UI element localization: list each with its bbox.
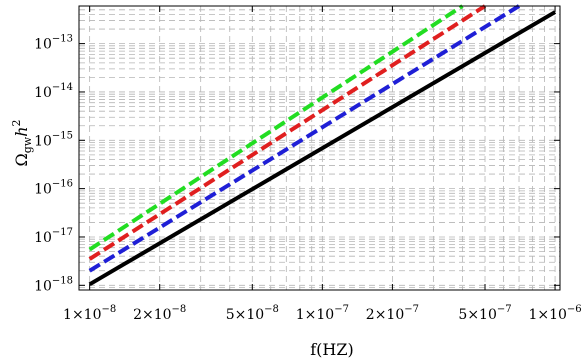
x-tick-label: 5×10−7 <box>458 304 511 323</box>
y-tick-label: 10−17 <box>34 227 73 246</box>
y-axis-label-h: h <box>12 126 31 136</box>
x-tick-label: 2×10−8 <box>133 304 186 323</box>
x-axis-label: f(HZ) <box>310 340 353 359</box>
y-axis-label-omega: Ω <box>12 153 31 166</box>
y-tick-label: 10−13 <box>34 34 73 53</box>
y-axis-label-sup: 2 <box>10 119 23 126</box>
grid-layer <box>78 6 560 291</box>
series-line-1 <box>88 10 557 287</box>
tick-layer: 1×10−8 2×10−8 5×10−8 1×10−7 2×10−7 5×10−7 1×10… <box>34 6 582 323</box>
series-line-4 <box>88 4 464 252</box>
series-layer <box>88 4 557 287</box>
y-tick-label: 10−15 <box>34 130 73 149</box>
y-tick-label: 10−16 <box>34 179 73 198</box>
x-tick-label: 2×10−7 <box>366 304 419 323</box>
x-tick-label: 1×10−7 <box>296 304 349 323</box>
y-axis-label: Ωgwh2 <box>10 119 34 166</box>
series-line-3 <box>88 4 487 261</box>
x-tick-label: 5×10−8 <box>226 304 279 323</box>
label-layer: f(HZ) Ωgwh2 <box>10 119 354 359</box>
y-axis-label-sub: gw <box>21 136 34 153</box>
plot-frame <box>78 5 561 291</box>
y-tick-label: 10−14 <box>34 82 73 101</box>
y-tick-label: 10−18 <box>34 275 73 294</box>
x-tick-label: 1×10−8 <box>63 304 116 323</box>
x-tick-label: 1×10−6 <box>528 304 581 323</box>
